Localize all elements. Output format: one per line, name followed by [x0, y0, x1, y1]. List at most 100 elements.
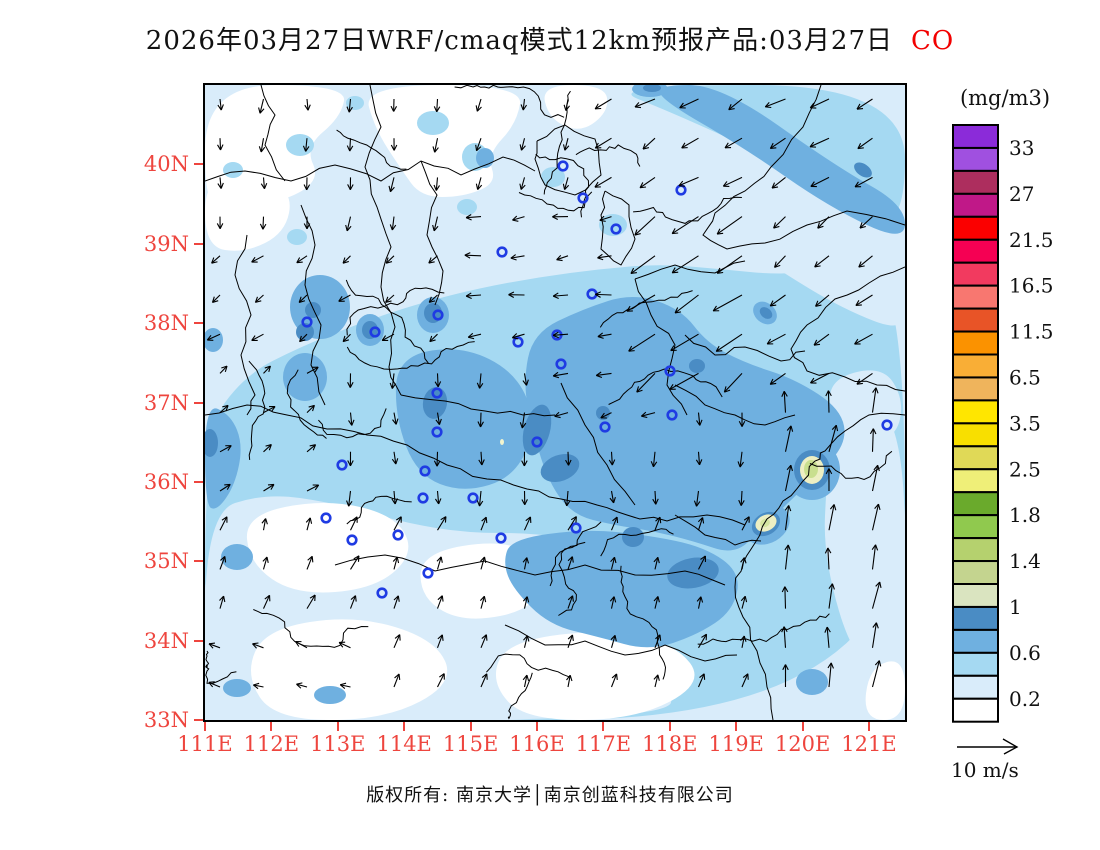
wind-vector — [479, 373, 482, 389]
wind-vector-head — [526, 674, 530, 682]
wind-vector — [678, 176, 699, 187]
contour-blob — [854, 162, 872, 178]
wind-vector — [610, 673, 618, 688]
wind-vector — [871, 428, 874, 452]
contour-blob — [305, 302, 321, 318]
wind-vector — [765, 98, 786, 108]
wind-vector-head — [869, 428, 874, 435]
wind-vector-head — [595, 293, 601, 298]
colorbar-cell — [952, 376, 999, 402]
wind-vector-head — [440, 516, 447, 521]
wind-vector-head — [827, 390, 832, 397]
contour-blob — [596, 406, 610, 420]
county-boundary — [345, 279, 429, 364]
wind-vector — [262, 518, 267, 531]
wind-vector-head — [258, 146, 262, 153]
wind-vector-head — [393, 144, 398, 151]
wind-vector-head — [511, 333, 518, 339]
wind-vector-head — [679, 102, 684, 109]
county-boundary — [336, 129, 407, 170]
wind-vector-head — [266, 556, 269, 563]
wind-vector-head — [481, 516, 487, 522]
wind-vector — [670, 333, 699, 352]
wind-vector — [466, 216, 482, 219]
wind-vector-head — [438, 498, 442, 505]
wind-vector — [597, 333, 612, 338]
wind-vector-head — [475, 144, 478, 151]
wind-vector-head — [262, 223, 267, 230]
wind-vector-head — [653, 674, 659, 680]
wind-vector-head — [672, 232, 679, 235]
wind-vector-head — [716, 228, 721, 235]
wind-vector-head — [652, 498, 657, 505]
colorbar-cell — [952, 445, 999, 471]
wind-vector-head — [206, 334, 212, 341]
city-marker — [301, 316, 313, 328]
wind-vector-head — [433, 460, 438, 467]
wind-vector — [523, 516, 531, 531]
wind-vector-head — [875, 387, 879, 394]
wind-vector-head — [771, 186, 779, 189]
wind-vector — [480, 673, 488, 688]
city-marker — [432, 309, 444, 321]
wind-vector-head — [306, 184, 311, 191]
colorbar-cell — [952, 124, 999, 149]
wind-vector — [654, 490, 657, 505]
wind-vector-head — [874, 660, 880, 666]
wind-vector — [251, 333, 264, 341]
wind-vector-head — [521, 460, 525, 467]
wind-vector — [480, 451, 483, 466]
wind-vector-head — [828, 468, 833, 475]
wind-vector-head — [522, 380, 527, 386]
wind-vector-head — [208, 681, 214, 688]
wind-vector — [784, 586, 787, 609]
wind-vector — [654, 634, 661, 648]
wind-vector-head — [655, 498, 659, 505]
wind-vector-head — [700, 596, 704, 603]
wind-vector — [428, 255, 438, 264]
colorbar-tick-label: 1.8 — [1009, 503, 1041, 527]
colorbar-cell — [952, 192, 999, 218]
wind-vector-head — [223, 596, 226, 603]
province-boundary — [205, 156, 536, 182]
wind-vector-head — [594, 142, 599, 149]
wind-vector-head — [521, 422, 527, 429]
wind-vector-head — [353, 555, 360, 560]
wind-vector-head — [348, 420, 353, 426]
county-boundary — [486, 653, 569, 678]
wind-vector-head — [728, 107, 735, 111]
wind-vector — [634, 98, 656, 108]
wind-vector — [783, 626, 787, 648]
wind-vector-head — [600, 412, 605, 419]
wind-vector-head — [296, 257, 301, 263]
wind-vector — [298, 294, 308, 303]
contour-blob — [643, 85, 661, 92]
wind-vector — [741, 673, 749, 688]
colorbar-cell — [952, 353, 999, 379]
y-axis-tick — [194, 242, 203, 245]
wind-vector-head — [305, 517, 311, 523]
wind-vector — [512, 216, 525, 221]
wind-vector-head — [429, 300, 436, 303]
wind-vector — [810, 176, 830, 187]
wind-vector-head — [221, 365, 228, 369]
wind-vector — [567, 634, 573, 648]
county-boundary — [809, 450, 893, 481]
wind-vector-head — [270, 484, 275, 490]
wind-vector — [208, 681, 221, 688]
wind-vector-head — [769, 142, 774, 149]
wind-vector-head — [770, 382, 777, 385]
wind-vector — [859, 216, 873, 229]
wind-vector — [299, 333, 308, 343]
wind-vector — [567, 556, 573, 570]
x-axis-label: 116E — [509, 732, 565, 756]
wind-vector — [597, 255, 612, 259]
wind-vector — [305, 138, 308, 152]
wind-vector — [306, 98, 309, 111]
wind-vector-head — [350, 595, 356, 600]
wind-vector-head — [565, 459, 569, 466]
wind-vector-head — [858, 265, 865, 268]
wind-vector-head — [271, 406, 276, 412]
wind-vector — [828, 583, 833, 609]
